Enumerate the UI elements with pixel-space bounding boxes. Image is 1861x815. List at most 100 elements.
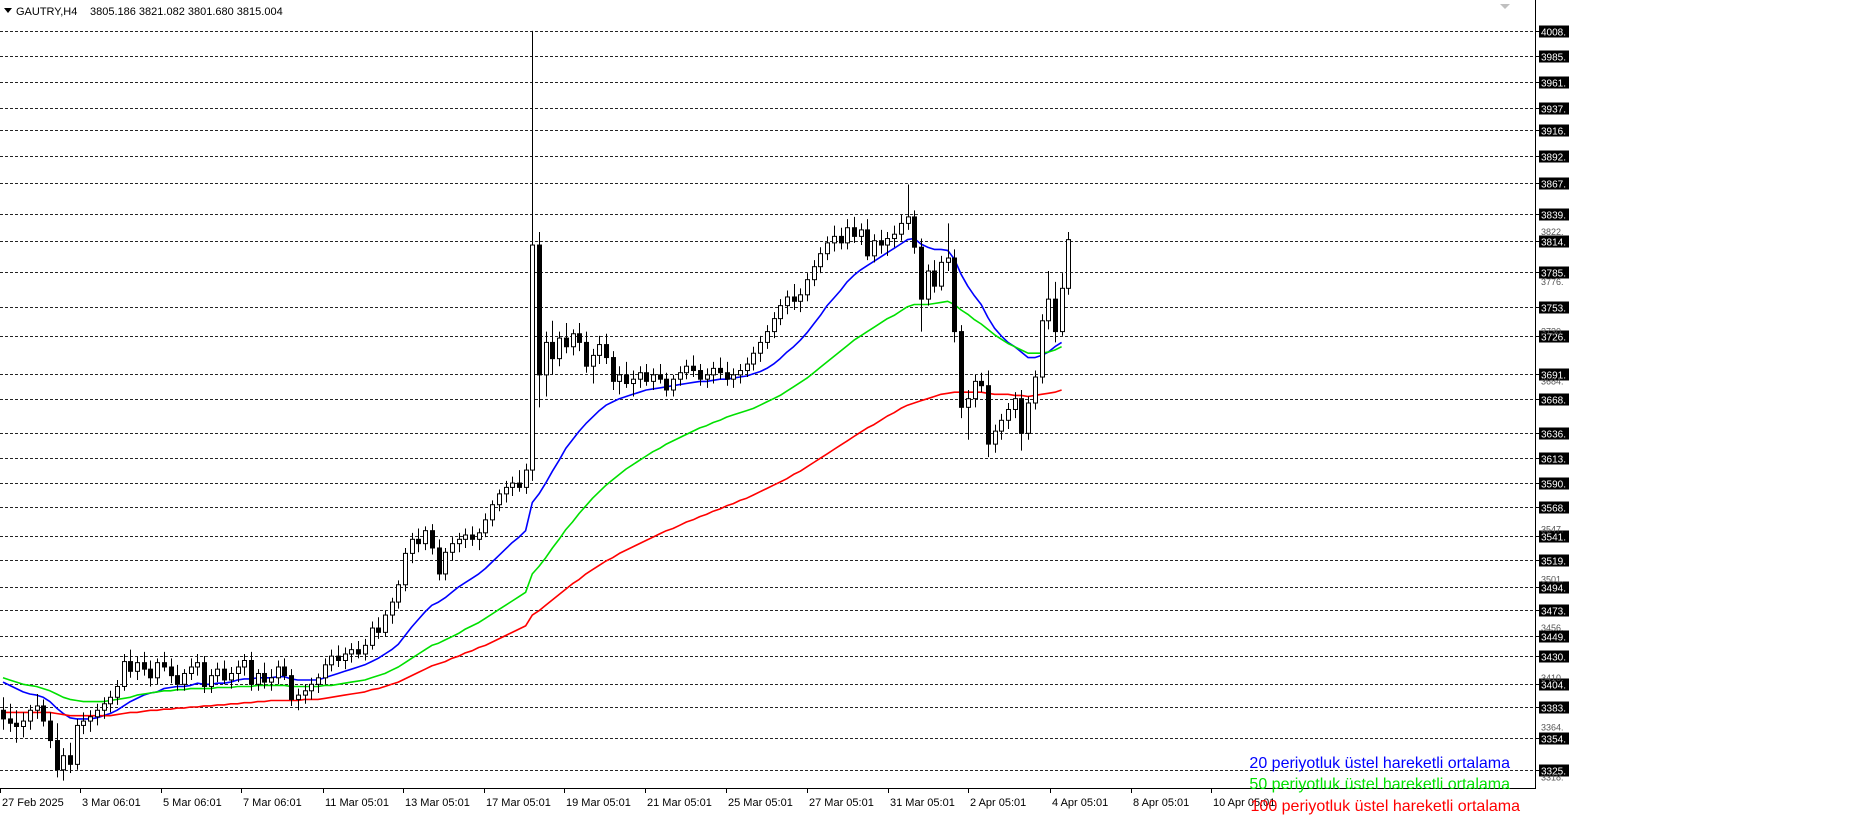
candle <box>845 219 850 250</box>
candle-body-bull <box>1060 287 1065 333</box>
candle-body-bear <box>624 374 629 385</box>
candle <box>135 656 140 680</box>
candle <box>376 617 381 639</box>
candle-body-bull <box>1046 298 1051 322</box>
time-axis[interactable]: 27 Feb 2025 3 Mar 06:01 5 Mar 06:01 7 Mar 0… <box>0 788 1276 809</box>
ema50-line <box>2 300 1062 703</box>
candle-body-bull <box>530 244 535 471</box>
y-tick-label-bg <box>1539 266 1569 279</box>
candle <box>906 184 911 230</box>
scroll-marker-icon[interactable] <box>1500 4 1510 9</box>
y-tick-label-bg <box>1539 452 1569 465</box>
candle <box>497 489 502 512</box>
candle-body-bull <box>28 709 33 722</box>
y-tick-label-bg <box>1539 330 1569 343</box>
x-tick-label: 19 Mar 05:01 <box>566 797 631 809</box>
x-tick-label: 31 Mar 05:01 <box>890 797 955 809</box>
y-tick-label: 3430. <box>1541 653 1566 664</box>
candle <box>1 697 6 730</box>
candle <box>644 364 649 386</box>
candle <box>169 658 174 684</box>
candle-body-bull <box>711 367 716 376</box>
candle <box>510 476 515 497</box>
candle-body-bull <box>731 374 736 380</box>
symbol-label: GAUTRY,H4 <box>16 6 77 18</box>
candle-body-bear <box>1019 398 1024 434</box>
candle-body-bear <box>564 337 569 348</box>
y-tick-label: 3961. <box>1541 79 1566 90</box>
candle-body-bull <box>772 318 777 333</box>
candle-body-bear <box>979 380 984 387</box>
y-tick-label-bg <box>1539 630 1569 643</box>
candle <box>611 351 616 391</box>
candle-body-bear <box>148 668 153 679</box>
candle <box>557 331 562 367</box>
y-tick-label-bg <box>1539 177 1569 190</box>
candle <box>530 30 535 481</box>
candle-body-bull <box>778 305 783 320</box>
candle-body-bull <box>497 493 502 506</box>
candle <box>839 227 844 250</box>
candle <box>102 697 107 719</box>
candle-body-bull <box>906 216 911 224</box>
candle-body-bull <box>845 227 850 244</box>
candle-body-bear <box>912 216 917 248</box>
candle <box>383 610 388 637</box>
candle-body-bull <box>999 419 1004 432</box>
candle-body-bear <box>416 538 421 545</box>
candle-body-bull <box>751 352 756 365</box>
candle <box>483 513 488 538</box>
y-tick-label-bg <box>1539 764 1569 777</box>
candle-body-bull <box>457 538 462 545</box>
candle-body-bull <box>443 551 448 575</box>
candle <box>986 370 991 458</box>
x-tick-label: 3 Mar 06:01 <box>82 797 141 809</box>
y-tick-label: 3590. <box>1541 480 1566 491</box>
candle <box>396 580 401 609</box>
candle-body-bull <box>859 229 864 237</box>
candle <box>818 247 823 274</box>
y-tick-label: 3383. <box>1541 704 1566 715</box>
candle-body-bull <box>135 662 140 672</box>
candle-body-bear <box>48 720 53 742</box>
y-small-label: 3776. <box>1541 277 1564 287</box>
price-axis[interactable]: 4008. 3985. 3961. 3937. 3916. 3892. 3867. 3839.… <box>1535 25 1569 783</box>
candle-body-bear <box>470 534 475 540</box>
candle-body-bull <box>939 261 944 287</box>
candle <box>215 662 220 683</box>
candle <box>785 290 790 315</box>
candle-body-bull <box>510 482 515 488</box>
candle <box>1019 390 1024 451</box>
candle-body-bull <box>390 601 395 616</box>
y-tick-label-bg <box>1539 501 1569 514</box>
candle-body-bull <box>35 705 40 711</box>
candle <box>122 654 127 691</box>
candle-body-bull <box>765 331 770 343</box>
candle <box>999 413 1004 440</box>
candle-body-bull <box>423 530 428 545</box>
candle <box>189 658 194 680</box>
candle <box>309 677 314 700</box>
candle <box>437 539 442 581</box>
candle <box>115 679 120 705</box>
candle-body-bull <box>323 664 328 679</box>
y-small-label: 3318. <box>1541 772 1564 782</box>
candle <box>256 669 261 691</box>
dropdown-triangle-icon[interactable] <box>4 8 12 13</box>
x-tick-label: 17 Mar 05:01 <box>486 797 551 809</box>
candle-body-bear <box>932 270 937 287</box>
candle <box>75 718 80 770</box>
candle <box>919 238 924 332</box>
candle <box>571 329 576 356</box>
candle <box>416 528 421 553</box>
ema100-line <box>3 389 1062 717</box>
x-tick-label: 2 Apr 05:01 <box>970 797 1026 809</box>
candle-body-bear <box>68 755 73 765</box>
y-tick-label-bg <box>1539 25 1569 38</box>
candle-body-bull <box>638 372 643 380</box>
candle-body-bull <box>363 644 368 655</box>
candle-body-bull <box>805 279 810 296</box>
candle-body-bear <box>356 649 361 655</box>
candle-body-bear <box>282 666 287 677</box>
